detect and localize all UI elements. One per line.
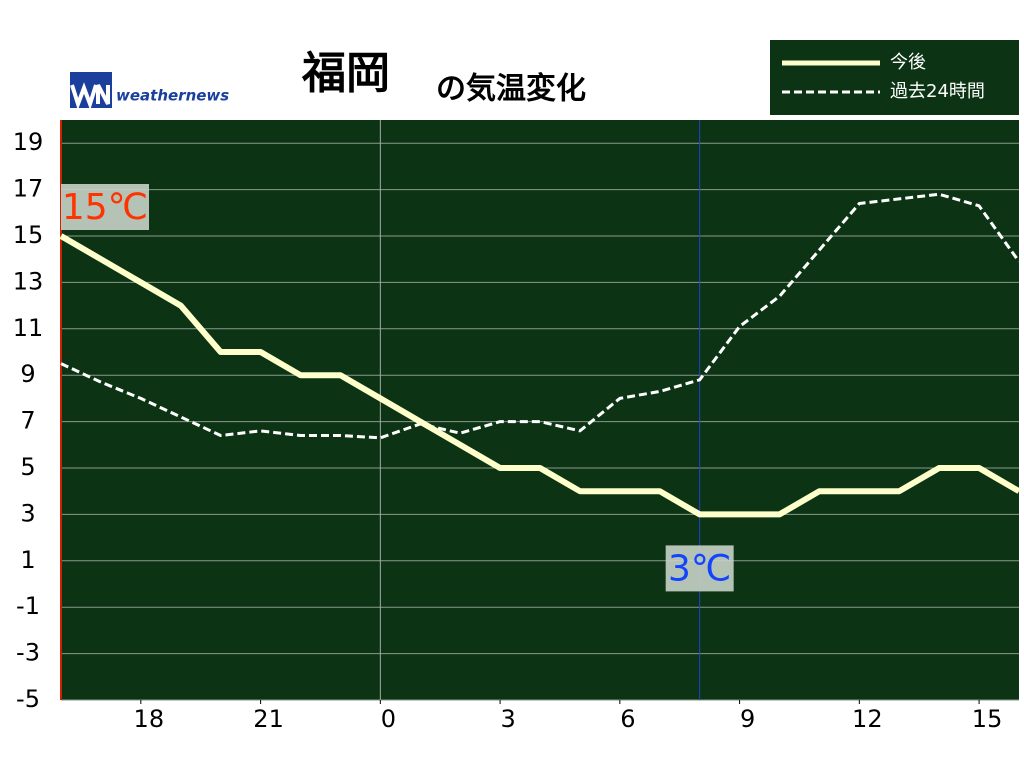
annotation-box [61,184,149,230]
legend-label: 過去24時間 [890,81,985,102]
logo-text: weathernews [116,87,229,105]
y-tick-label: -5 [16,685,40,713]
legend-label: 今後 [890,52,926,73]
y-tick-label: 5 [20,453,35,481]
series-line [60,192,1021,440]
y-tick-label: 17 [13,175,44,203]
chart-title: 福岡 [301,48,390,99]
legend-box [770,40,1019,115]
annotation-box [665,545,734,592]
y-tick-label: 3 [20,499,35,527]
x-tick-label: 18 [134,705,165,733]
y-tick-label: 1 [20,546,35,574]
x-tick-label: 15 [972,705,1003,733]
y-tick-label: 19 [13,128,44,156]
plot-area [61,120,1019,700]
annotation-label: 15℃ [62,187,148,228]
x-tick-label: 12 [852,705,883,733]
y-tick-label: 13 [13,267,44,295]
x-tick-label: 9 [740,705,755,733]
y-tick-label: 11 [13,314,44,342]
y-tick-label: -1 [16,592,40,620]
y-tick-label: 7 [20,407,35,435]
logo-icon [70,72,112,111]
y-tick-label: 9 [20,360,35,388]
x-tick-label: 21 [253,705,284,733]
y-tick-label: -3 [16,639,40,667]
annotation-label: 3℃ [668,548,731,589]
x-tick-label: 0 [381,705,396,733]
x-tick-label: 3 [500,705,515,733]
y-tick-label: 15 [13,221,44,249]
x-tick-label: 6 [620,705,635,733]
series-line [59,233,1021,518]
chart-subtitle: の気温変化 [436,72,586,107]
